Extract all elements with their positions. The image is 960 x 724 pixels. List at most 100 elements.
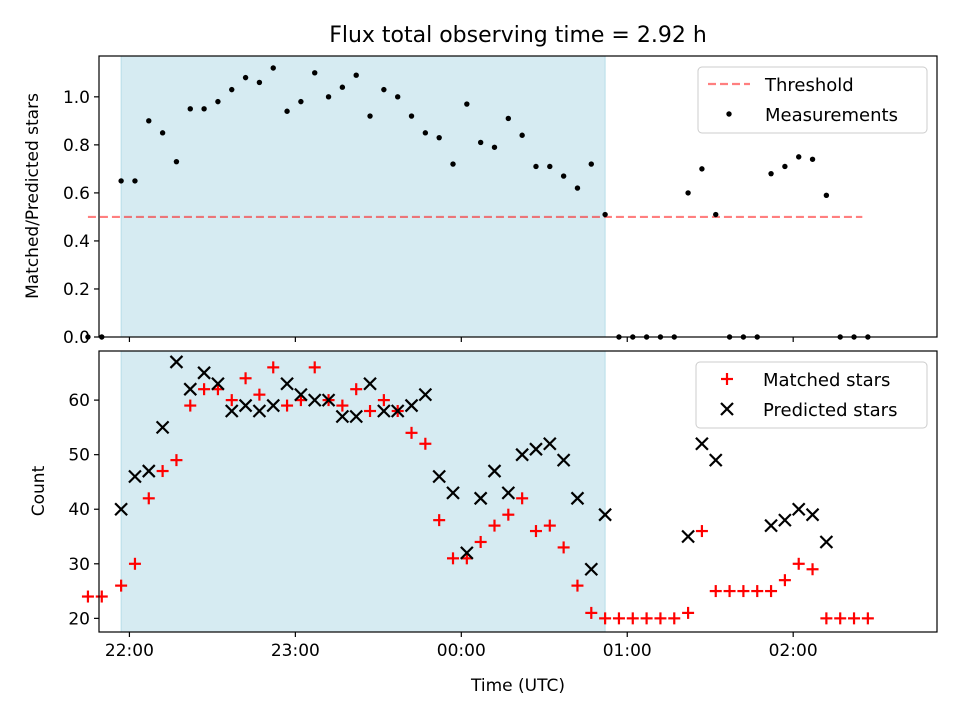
predicted-star-point-1 [128,469,142,484]
matched-star-point-8 [198,383,211,396]
measurement-point-33 [547,163,553,170]
matched-star-point-5 [156,465,169,478]
predicted-star-point-39 [764,518,778,533]
matched-star-point-6 [170,454,183,467]
predicted-star-point-6 [197,366,211,380]
predicted-star-point-5 [183,382,198,396]
matched-star-point-36 [585,606,598,619]
predicted-star-mark-b-17 [349,409,363,424]
predicted-star-point-24 [446,486,460,500]
legend-measurements-label: Measurements [765,105,898,126]
predicted-star-mark-b-28 [501,486,516,500]
observing-window-shade-top [120,55,606,338]
predicted-star-mark-b-30 [529,442,543,456]
measurement-point-19 [353,72,359,78]
matched-star-point-26 [447,552,460,565]
predicted-star-point-13 [294,387,308,402]
legend-predicted-label: Predicted stars [763,400,897,421]
predicted-star-mark-b-22 [418,387,433,402]
predicted-star-mark-b-34 [584,562,599,577]
predicted-star-point-29 [515,447,529,462]
predicted-star-mark-b-24 [446,486,460,500]
predicted-star-point-12 [280,376,294,391]
matched-star-point-7 [184,399,197,412]
legend-predicted-swatch [720,402,734,416]
top-y-tick-label-3: 0.6 [63,184,90,204]
predicted-star-point-36 [681,529,695,544]
top-legend-box [697,66,928,134]
measurement-point-29 [491,144,498,150]
matched-star-point-37 [599,612,612,625]
predicted-star-point-11 [266,398,281,413]
matched-star-point-54 [834,612,847,625]
predicted-star-point-23 [432,469,446,484]
measurement-point-45 [713,211,719,218]
predicted-star-mark-b-38 [708,453,723,467]
matched-star-point-2 [115,579,128,592]
top-x-axis [128,337,794,342]
matched-star-point-55 [848,612,861,625]
matched-star-point-51 [792,557,805,570]
matched-star-point-20 [364,405,377,418]
measurement-point-52 [809,156,816,162]
predicted-star-mark-b-33 [570,491,585,506]
predicted-star-mark-b-25 [460,546,474,560]
measurement-point-34 [560,173,567,179]
predicted-star-mark-b-2 [142,464,156,478]
figure-title: Flux total observing time = 2.92 h [329,23,707,48]
measurement-point-8 [201,106,207,112]
predicted-star-point-17 [349,409,363,424]
measurement-point-11 [242,74,249,81]
measurement-point-13 [270,65,276,71]
measurement-point-27 [464,101,470,107]
predicted-star-point-0 [114,502,128,517]
measurement-point-53 [823,192,830,198]
measurement-point-6 [173,158,180,165]
legend-matched-label: Matched stars [763,370,890,391]
top-y-axis-label: Matched/Predicted stars [23,93,43,299]
predicted-star-point-31 [543,436,557,451]
predicted-star-mark-b-12 [280,376,294,391]
predicted-star-mark-b-6 [197,366,211,380]
measurement-point-49 [768,170,774,177]
matched-star-point-19 [350,383,363,396]
matched-star-point-0 [81,590,94,603]
predicted-star-point-42 [805,507,820,522]
matched-star-point-12 [253,388,266,401]
matched-star-point-42 [668,612,681,625]
predicted-star-mark-b-20 [390,404,405,418]
predicted-star-point-34 [584,562,599,577]
measurement-point-43 [685,190,691,196]
top-y-tick-label-0: 0.0 [63,328,90,348]
bottom-x-tick-label-4: 02:00 [769,641,818,661]
predicted-star-point-20 [390,404,405,418]
measurement-point-3 [132,178,138,184]
matched-star-point-32 [529,525,542,538]
matched-star-point-1 [95,590,108,603]
bottom-y-tick-label-0: 20 [68,609,90,629]
measurement-point-23 [408,113,415,119]
legend-measurements-swatch [726,111,732,117]
predicted-star-point-15 [321,393,336,407]
predicted-star-point-41 [791,502,806,517]
measurement-point-44 [699,166,705,172]
matched-star-point-47 [737,585,750,598]
matched-star-point-3 [128,557,141,570]
predicted-star-mark-b-42 [805,507,820,522]
matched-star-point-48 [751,585,764,598]
predicted-star-point-7 [211,376,225,391]
predicted-star-mark-b-37 [695,436,709,451]
predicted-star-point-30 [529,442,543,456]
top-y-tick-label-5: 1.0 [63,88,90,108]
predicted-star-point-37 [695,436,709,451]
matched-star-point-38 [612,612,625,625]
matched-star-point-18 [336,399,349,412]
bottom-y-tick-label-2: 40 [68,500,90,520]
predicted-star-mark-b-16 [335,409,350,424]
measurement-point-28 [477,139,484,146]
bottom-legend: Matched stars Predicted stars [695,361,928,429]
measurement-point-25 [436,134,442,141]
top-y-tick-label-4: 0.8 [63,136,90,156]
predicted-star-mark-b-29 [515,447,529,462]
